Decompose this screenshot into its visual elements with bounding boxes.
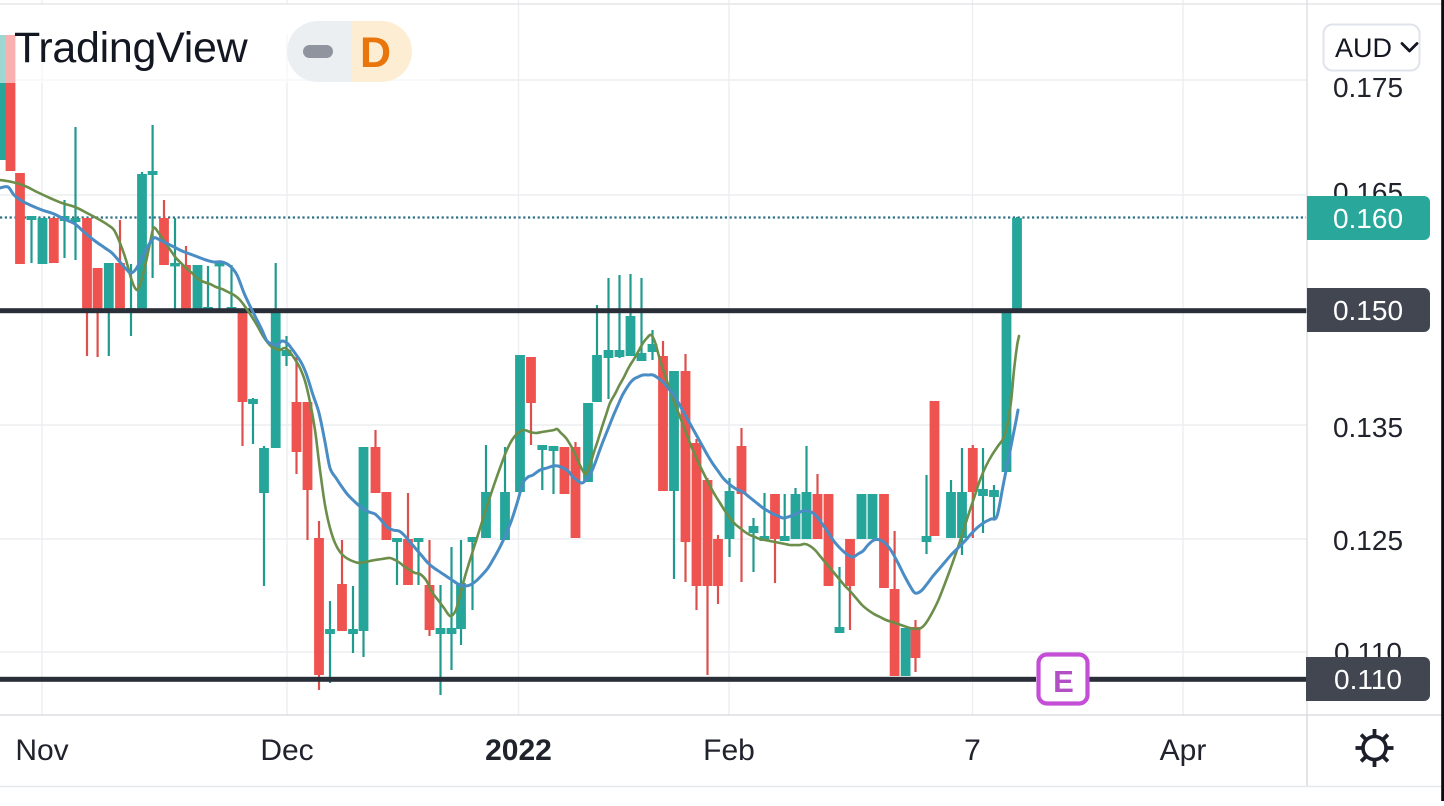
svg-text:0.150: 0.150 (1333, 295, 1403, 326)
svg-text:TradingView: TradingView (14, 24, 249, 72)
svg-text:2022: 2022 (485, 734, 552, 767)
svg-text:0.160: 0.160 (1333, 203, 1403, 234)
svg-text:D: D (360, 29, 391, 77)
svg-text:Feb: Feb (703, 734, 755, 767)
svg-text:0.125: 0.125 (1333, 525, 1403, 556)
svg-text:7: 7 (964, 734, 981, 767)
svg-text:E: E (1053, 664, 1074, 699)
svg-text:0.175: 0.175 (1333, 72, 1403, 103)
svg-text:Dec: Dec (260, 734, 313, 767)
svg-text:Nov: Nov (15, 734, 68, 767)
svg-text:Apr: Apr (1160, 734, 1207, 767)
svg-text:AUD: AUD (1335, 33, 1392, 63)
svg-text:0.110: 0.110 (1334, 664, 1402, 695)
svg-text:0.135: 0.135 (1333, 412, 1403, 443)
